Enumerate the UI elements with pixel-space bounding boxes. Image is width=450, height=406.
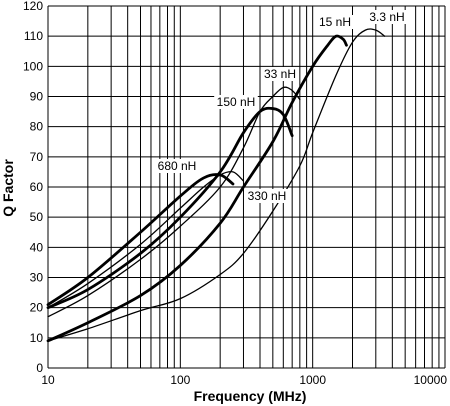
y-tick-label-0: 0: [36, 361, 43, 375]
series-label-33-nh: 33 nH: [264, 67, 296, 81]
series-line-330-nh: [47, 170, 245, 309]
y-tick-label-60: 60: [30, 180, 44, 194]
series-label-bg-33-nh: [261, 67, 299, 81]
x-tick-label-10000: 10000: [414, 373, 448, 387]
series-label-bg-3-3-nh: [365, 10, 409, 24]
series-line-33-nh: [47, 86, 301, 318]
y-tick-label-20: 20: [30, 301, 44, 315]
y-tick-label-30: 30: [30, 271, 44, 285]
y-tick-label-80: 80: [30, 120, 44, 134]
series-line-150-nh: [46, 106, 294, 310]
series-labels: 3.3 nH 15 nH 33 nH 150 nH 330 nH 680 nH: [155, 10, 409, 203]
series-line-3-3-nh: [47, 28, 386, 342]
x-tick-label-100: 100: [170, 373, 190, 387]
y-tick-label-100: 100: [23, 59, 43, 73]
series-lines: [46, 28, 386, 343]
x-tick-label-10: 10: [41, 373, 55, 387]
series-label-bg-330-nh: [245, 189, 289, 203]
x-tick-label-1000: 1000: [299, 373, 326, 387]
series-label-330-nh: 330 nH: [248, 189, 287, 203]
series-label-680-nh: 680 nH: [158, 159, 197, 173]
y-axis-title: Q Factor: [0, 159, 16, 217]
y-tick-label-50: 50: [30, 210, 44, 224]
series-label-15-nh: 15 nH: [319, 15, 351, 29]
series-label-150-nh: 150 nH: [217, 95, 256, 109]
series-label-3-3-nh: 3.3 nH: [369, 10, 404, 24]
x-axis-title: Frequency (MHz): [194, 388, 307, 404]
y-tick-label-70: 70: [30, 150, 44, 164]
series-label-bg-15-nh: [316, 15, 354, 29]
y-tick-label-40: 40: [30, 240, 44, 254]
series-label-bg-680-nh: [155, 159, 199, 173]
series-label-bg-150-nh: [214, 95, 258, 109]
y-tick-label-120: 120: [23, 0, 43, 13]
y-tick-label-10: 10: [30, 331, 44, 345]
series-line-15-nh: [46, 34, 348, 343]
y-tick-label-110: 110: [24, 29, 43, 43]
series-line-680-nh: [46, 173, 235, 307]
y-tick-label-90: 90: [30, 90, 44, 104]
